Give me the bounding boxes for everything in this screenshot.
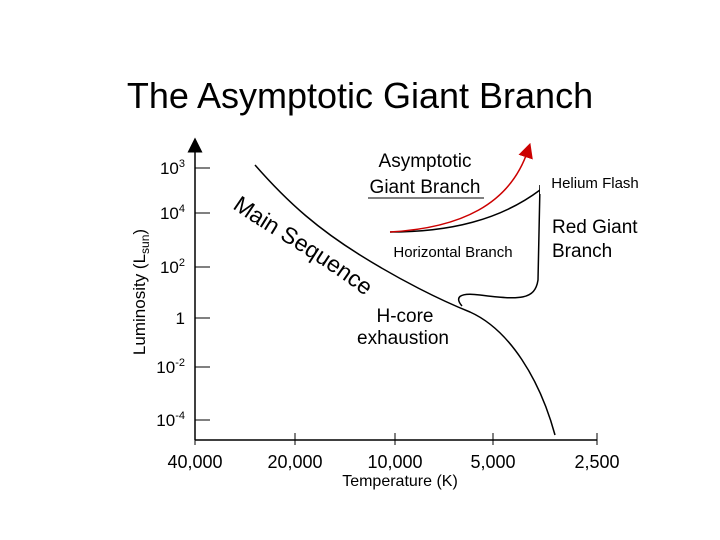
- horizontal-branch-curve: [389, 189, 541, 233]
- main-sequence-curve: [254, 164, 556, 436]
- helium-flash-box: [540, 172, 650, 194]
- y-tick-label: 10-2: [156, 357, 185, 377]
- horizontal-branch-label: Horizontal Branch: [393, 244, 512, 261]
- x-axis-label: Temperature (K): [342, 473, 458, 490]
- red-giant-curve: [458, 184, 541, 307]
- main-sequence-label: Main Sequence: [229, 191, 378, 300]
- tick-exp: -4: [175, 410, 185, 422]
- agb-label: Giant Branch: [370, 177, 481, 198]
- tick-base: 10: [160, 258, 179, 277]
- tick-base: 10: [160, 204, 179, 223]
- y-axis-label: Luminosity (Lsun): [130, 229, 152, 355]
- y-tick-label: 1: [176, 309, 185, 328]
- x-ticks: 40,000 20,000 10,000 5,000 2,500: [167, 433, 620, 472]
- tick-exp: 3: [179, 158, 185, 170]
- hcore-label: exhaustion: [357, 328, 449, 349]
- hcore-label: H-core: [376, 306, 433, 327]
- tick-base: 1: [176, 309, 185, 328]
- tick-exp: -2: [175, 357, 185, 369]
- x-tick-label: 5,000: [470, 452, 515, 472]
- red-giant-label: Branch: [552, 241, 612, 262]
- x-tick-label: 20,000: [267, 452, 322, 472]
- tick-exp: 2: [179, 257, 185, 269]
- x-tick-label: 40,000: [167, 452, 222, 472]
- red-giant-label: Red Giant: [552, 217, 638, 238]
- y-tick-label: 102: [160, 257, 185, 277]
- y-tick-label: 103: [160, 158, 185, 178]
- x-tick-label: 10,000: [367, 452, 422, 472]
- tick-base: 10: [156, 358, 175, 377]
- agb-label: Asymptotic: [379, 151, 472, 172]
- y-tick-label: 10-4: [156, 410, 185, 430]
- tick-base: 10: [156, 411, 175, 430]
- agb-curve: [389, 142, 533, 233]
- x-tick-label: 2,500: [574, 452, 619, 472]
- helium-flash-label: Helium Flash: [551, 175, 639, 192]
- title: The Asymptotic Giant Branch: [127, 75, 593, 116]
- tick-exp: 4: [179, 203, 185, 215]
- y-tick-label: 104: [160, 203, 185, 223]
- tick-base: 10: [160, 159, 179, 178]
